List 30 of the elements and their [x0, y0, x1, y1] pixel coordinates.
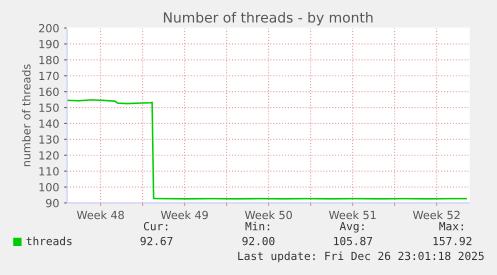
- y-tick-label: 110: [39, 167, 59, 176]
- y-tick-label: 150: [39, 104, 59, 112]
- y-tick-label: 120: [39, 151, 59, 160]
- x-tick-label: Week 52: [412, 210, 460, 220]
- y-tick-label: 180: [39, 56, 59, 64]
- line-series: [67, 99, 467, 200]
- legend-label: threads: [26, 236, 72, 246]
- text: 105.87: [334, 236, 372, 246]
- y-tick-label: 190: [39, 40, 59, 48]
- text: 92.00: [242, 236, 274, 246]
- chart-title: Number of threads - by month: [164, 12, 373, 26]
- y-tick-label: 130: [39, 135, 59, 144]
- x-tick-label: Week 50: [244, 210, 292, 220]
- y-tick-label: 160: [39, 88, 59, 96]
- y-tick-label: 170: [39, 72, 59, 80]
- x-tick-label: Week 49: [160, 210, 208, 220]
- y-tick-label: 90: [46, 198, 59, 208]
- text: Cur:: [144, 222, 168, 230]
- y-tick-label: 100: [39, 183, 59, 192]
- text: 92.67: [140, 236, 172, 246]
- text: 157.92: [434, 236, 472, 246]
- text: Last update: Fri Dec 26 23:01:18 2025: [238, 252, 484, 262]
- y-axis-title: number of threads: [22, 64, 31, 166]
- y-tick-label: 200: [39, 24, 59, 32]
- text: Max:: [439, 222, 463, 230]
- text: Min:: [246, 222, 270, 230]
- text: Avg:: [340, 222, 364, 233]
- x-tick-label: Week 48: [76, 210, 124, 220]
- x-tick-label: Week 51: [328, 210, 376, 220]
- y-tick-label: 140: [39, 119, 59, 128]
